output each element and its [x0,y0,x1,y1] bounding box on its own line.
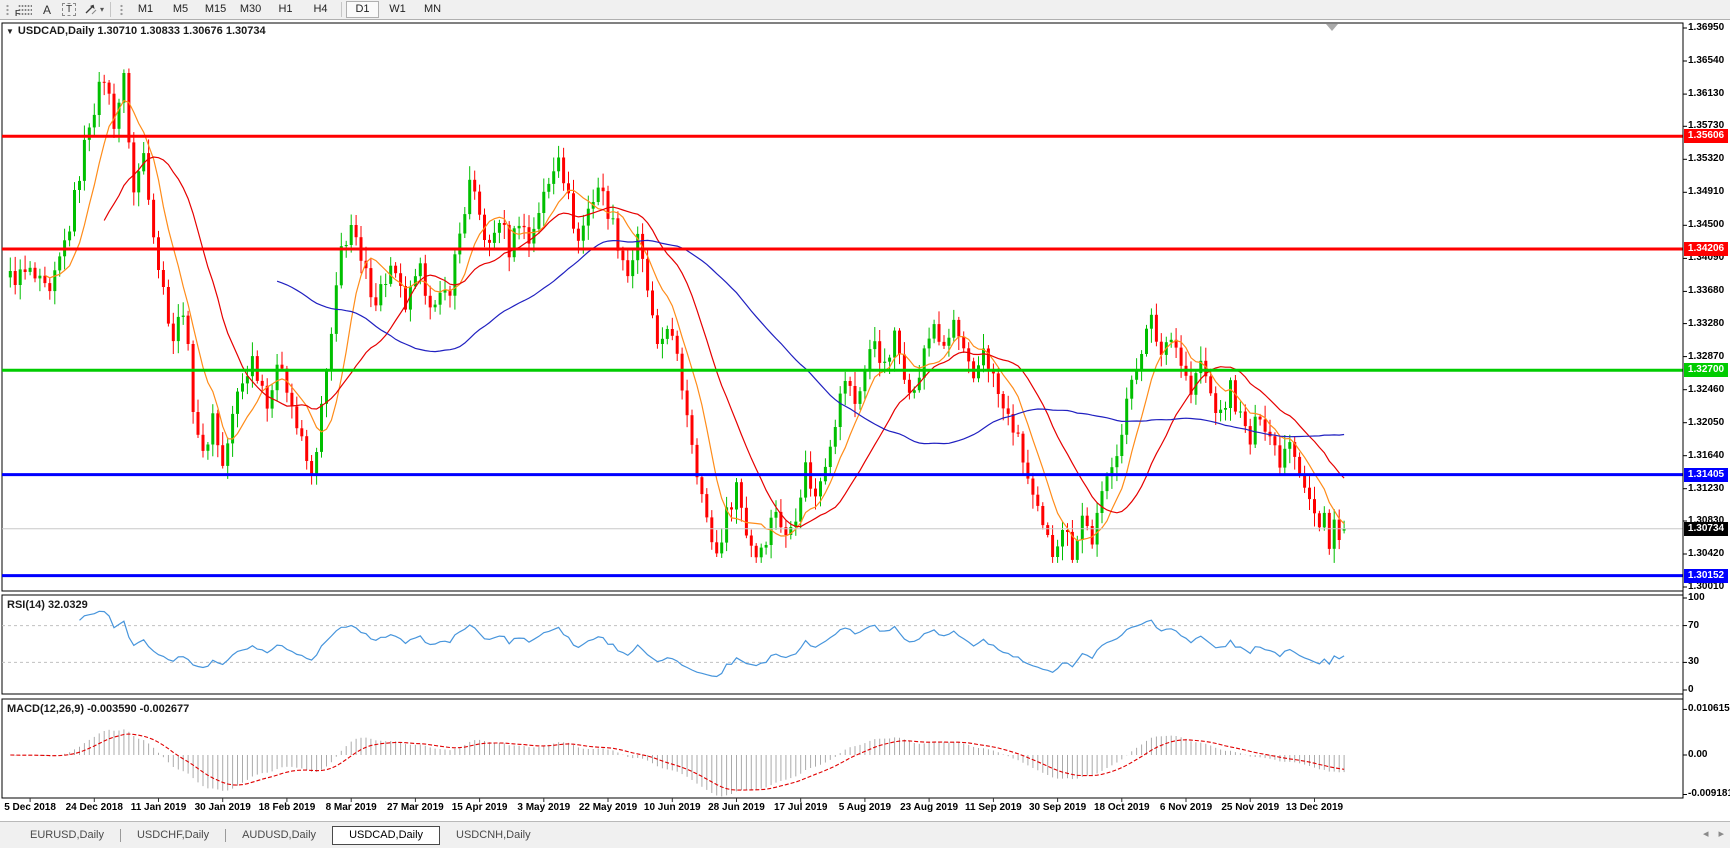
date-axis-label: 8 Mar 2019 [325,802,377,813]
date-axis-label: 28 Jun 2019 [708,802,765,813]
price-axis-tick: 1.36950 [1688,22,1725,33]
dropdown-caret-icon: ▾ [100,5,105,14]
fibonacci-grid-tool-button[interactable]: F [14,1,36,18]
date-axis-label: 17 Jul 2019 [774,802,828,813]
price-axis-tick: 1.33280 [1688,317,1725,329]
timeframe-button-d1[interactable]: D1 [346,1,380,18]
arrow-objects-button[interactable]: ▾ [80,1,107,18]
date-axis[interactable]: 5 Dec 2018 24 Dec 2018 11 Jan 2019 30 Jan 2… [0,799,1730,819]
date-axis-label: 22 May 2019 [578,802,638,813]
chart-dropdown-icon[interactable]: ▼ [6,26,14,36]
timeframe-toolbar-grip[interactable] [118,3,125,16]
date-axis-label: 3 May 2019 [517,802,571,813]
price-axis-tick: 1.34500 [1688,219,1725,231]
price-axis-tick: 1.35320 [1688,153,1725,165]
price-axis-tick: 1.36540 [1688,55,1725,67]
timeframe-button-mn[interactable]: MN [423,3,442,15]
date-axis-label: 18 Oct 2019 [1093,802,1150,813]
price-axis-tick: 1.30010 [1688,581,1725,593]
text-label-tool-label: T [61,3,77,16]
date-axis-label: 23 Aug 2019 [900,802,959,813]
chart-tab-usdchf[interactable]: USDCHF,Daily [136,829,210,841]
price-axis[interactable]: 1.36950 1.36540 1.36130 1.35730 1.35320 1.349… [1683,0,1730,820]
date-axis-label: 5 Dec 2018 [4,802,56,813]
timeframe-button-h4[interactable]: H4 [313,3,328,15]
tab-scroll-right-button[interactable]: ▸ [1718,828,1724,840]
date-axis-label: 13 Dec 2019 [1285,802,1344,813]
macd-axis-tick: 0.010615 [1688,703,1730,715]
price-axis-tick: 1.32870 [1688,350,1725,362]
rsi-indicator-label: RSI(14) 32.0329 [7,599,88,611]
macd-axis-tick: -0.009181 [1688,788,1730,800]
tab-separator [119,829,121,842]
timeframe-toolbar: M1 M5 M15 M30 H1 H4 D1 W1 MN [128,0,450,19]
chart-tabs: EURUSD,Daily USDCHF,Daily AUDUSD,Daily USDC… [14,825,547,846]
level-price-label: 1.32700 [1684,363,1728,378]
tab-scroll-left-button[interactable]: ◂ [1702,828,1709,840]
current-price-label: 1.30734 [1684,521,1728,536]
chart-title-text: USDCAD,Daily 1.30710 1.30833 1.30676 1.3… [17,25,266,37]
chart-tab-usdcad[interactable]: USDCAD,Daily [332,826,441,845]
arrow-objects-icon [85,4,97,15]
timeframe-button-w1[interactable]: W1 [389,3,406,15]
rsi-axis-tick: 100 [1688,592,1705,603]
toolbar: F A T ▾ M1 M5 M15 M30 H1 H4 D1 W1 MN [0,0,1730,20]
date-axis-label: 11 Sep 2019 [965,802,1022,813]
price-axis-tick: 1.33680 [1688,285,1725,297]
level-price-label: 1.31405 [1684,467,1728,482]
date-axis-label: 30 Jan 2019 [194,802,251,813]
chart-tab-audusd[interactable]: AUDUSD,Daily [242,829,317,841]
date-axis-label: 11 Jan 2019 [130,802,187,813]
fibonacci-grid-icon [18,3,32,16]
date-axis-label: 5 Aug 2019 [838,802,892,813]
text-tool-button[interactable]: A [36,1,58,18]
date-axis-label: 6 Nov 2019 [1159,802,1213,813]
price-axis-tick: 1.30830 [1688,514,1725,526]
timeframe-button-m5[interactable]: M5 [172,3,189,15]
price-axis-tick: 1.36130 [1688,88,1725,100]
timeframe-button-m15[interactable]: M15 [204,3,227,15]
level-price-label: 1.30152 [1684,568,1728,583]
price-axis-tick: 1.30420 [1688,547,1725,559]
price-axis-tick: 1.35730 [1688,120,1725,132]
level-price-label: 1.34206 [1684,242,1728,257]
chart-tab-bar: EURUSD,Daily USDCHF,Daily AUDUSD,Daily USDC… [0,821,1730,848]
rsi-axis-tick: 0 [1688,684,1694,695]
toolbar-grip[interactable] [4,3,10,16]
macd-indicator-label: MACD(12,26,9) -0.003590 -0.002677 [7,703,190,715]
tab-separator [225,829,227,842]
fibonacci-tool-label: F [15,9,20,18]
price-axis-tick: 1.34090 [1688,252,1725,264]
date-axis-label: 24 Dec 2018 [65,802,123,813]
date-axis-label: 15 Apr 2019 [451,802,508,813]
text-label-tool-button[interactable]: T [58,1,80,18]
date-axis-label: 18 Feb 2019 [258,802,316,813]
price-axis-tick: 1.32050 [1688,416,1725,428]
text-tool-label: A [42,2,51,17]
chart-tab-usdcnh[interactable]: USDCNH,Daily [456,829,531,841]
rsi-axis-tick: 30 [1688,656,1700,668]
toolbar-separator [110,2,112,17]
level-price-label: 1.35606 [1684,129,1728,144]
date-axis-label: 27 Mar 2019 [387,802,444,813]
timeframe-button-m1[interactable]: M1 [137,3,154,15]
price-axis-tick: 1.31230 [1688,482,1725,494]
date-axis-label: 10 Jun 2019 [643,802,701,813]
chart-tab-eurusd[interactable]: EURUSD,Daily [30,829,104,841]
chart-title: ▼ USDCAD,Daily 1.30710 1.30833 1.30676 1… [6,25,266,37]
price-axis-tick: 1.31640 [1688,449,1725,461]
macd-axis-tick: 0.00 [1688,749,1708,760]
price-axis-tick: 1.32460 [1688,383,1725,395]
date-axis-label: 30 Sep 2019 [1028,802,1087,813]
date-axis-label: 25 Nov 2019 [1221,802,1280,813]
timeframe-button-h1[interactable]: H1 [278,3,293,15]
timeframe-button-m30[interactable]: M30 [239,3,262,15]
rsi-axis-tick: 70 [1688,619,1700,631]
price-axis-tick: 1.34910 [1688,186,1725,198]
